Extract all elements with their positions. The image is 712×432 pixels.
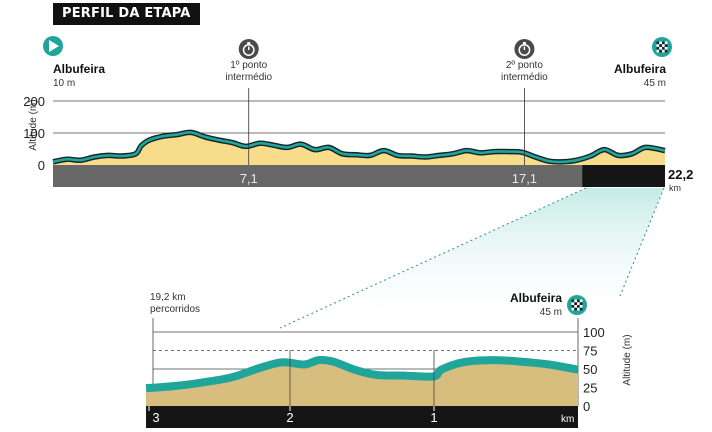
flag-check-square	[659, 41, 662, 45]
flag-check-square	[571, 302, 575, 305]
zoom-finish-altitude: 45 m	[540, 307, 562, 318]
zoom-ylabel: Altitude (m)	[622, 334, 633, 385]
flag-check-square	[579, 302, 583, 305]
start-altitude: 10 m	[53, 78, 75, 89]
start-flag-icon	[43, 36, 63, 56]
flag-check-square	[574, 302, 577, 305]
intermediate-label-line1: 1º ponto	[230, 60, 267, 71]
flag-check-square	[571, 307, 575, 311]
main-x-tick-label: 7,1	[240, 171, 258, 186]
stopwatch-icon	[514, 39, 535, 59]
total-distance-unit: km	[669, 183, 681, 193]
flag-check-square	[574, 307, 577, 311]
zoom-start-caption: percorridos	[150, 304, 200, 315]
flag-check-square	[579, 299, 583, 303]
main-gridlines	[53, 100, 665, 134]
flag-check-square	[659, 47, 662, 50]
distance-bar	[53, 165, 665, 187]
flag-check-square	[659, 44, 662, 47]
stopwatch-crown	[522, 42, 526, 45]
zoom-y-ticks: 0 25 50 75 100	[583, 325, 605, 414]
zoom-x-tick-label: 2	[286, 410, 293, 425]
zoom-x-ticks: 3 2 1	[148, 406, 438, 425]
intermediate-label-line2: intermédio	[225, 72, 272, 83]
flag-check-square	[662, 44, 665, 47]
flag-check-square	[577, 307, 580, 311]
main-ridge-line	[52, 131, 666, 164]
stopwatch-face	[242, 44, 255, 56]
distance-bar-final-segment	[582, 165, 665, 187]
flag-check-square	[659, 49, 662, 53]
zoom-start-distance: 19,2 km	[150, 292, 186, 303]
intermediate-label-line1: 2º ponto	[506, 60, 543, 71]
main-x-tick-label: 17,1	[512, 171, 537, 186]
main-y-ticks: 0 100 200	[23, 94, 45, 173]
main-x-ticks: 7,1 17,1	[240, 171, 537, 186]
flag-check-square	[571, 305, 575, 308]
zoom-y-tick-label: 50	[583, 362, 597, 377]
flag-check-square	[656, 47, 660, 50]
flag-check-square	[656, 41, 660, 45]
zoom-profile: 3 2 1 0 25 50 75 100 Altitude (m) 19,2 km perc…	[145, 291, 633, 428]
zoom-x-unit: km	[561, 414, 574, 425]
start-name: Albufeira	[53, 62, 105, 76]
main-y-tick-label: 100	[23, 126, 45, 141]
flag-check-square	[664, 41, 668, 45]
checkered-flag-icon	[652, 37, 672, 57]
zoom-ridge-band	[145, 355, 579, 393]
flag-check-square	[664, 47, 668, 50]
zoom-km-markers	[289, 350, 435, 406]
zoom-checkered-flag-icon	[567, 295, 587, 315]
flag-check-square	[656, 44, 660, 47]
flag-check-square	[579, 307, 583, 311]
zoom-connector-left	[279, 187, 587, 329]
stopwatch-icon	[238, 39, 259, 59]
finish-name: Albufeira	[614, 62, 666, 76]
zoom-finish-name: Albufeira	[510, 291, 562, 305]
zoom-y-tick-label: 100	[583, 325, 605, 340]
zoom-y-tick-label: 75	[583, 344, 597, 359]
flag-check-square	[574, 305, 577, 308]
finish-altitude: 45 m	[644, 78, 666, 89]
flag-check-square	[571, 299, 575, 303]
main-ylabel: Altitude (m)	[28, 99, 39, 150]
flag-check-square	[662, 49, 665, 53]
flag-check-square	[664, 44, 668, 47]
flag-check-square	[577, 302, 580, 305]
flag-check-square	[577, 299, 580, 303]
total-distance-value: 22,2	[668, 167, 693, 182]
flag-check-square	[662, 41, 665, 45]
flag-check-square	[662, 47, 665, 50]
page-title: PERFIL DA ETAPA	[53, 3, 200, 25]
intermediate-label-line2: intermédio	[501, 72, 548, 83]
flag-check-square	[574, 299, 577, 303]
zoom-y-tick-label: 0	[583, 399, 590, 414]
flag-check-square	[664, 49, 668, 53]
flag-check-square	[656, 49, 660, 53]
main-y-tick-label: 200	[23, 94, 45, 109]
zoom-distance-bar	[146, 406, 578, 428]
main-terrain-area	[53, 132, 665, 165]
zoom-x-tick-label: 3	[152, 410, 159, 425]
stopwatch-crown	[247, 42, 251, 45]
zoom-y-tick-label: 25	[583, 381, 597, 396]
zoom-connector-shade	[280, 188, 664, 328]
main-y-tick-label: 0	[38, 158, 45, 173]
flag-check-square	[577, 305, 580, 308]
stopwatch-face	[518, 44, 531, 56]
flag-check-square	[579, 305, 583, 308]
zoom-x-tick-label: 1	[430, 410, 437, 425]
